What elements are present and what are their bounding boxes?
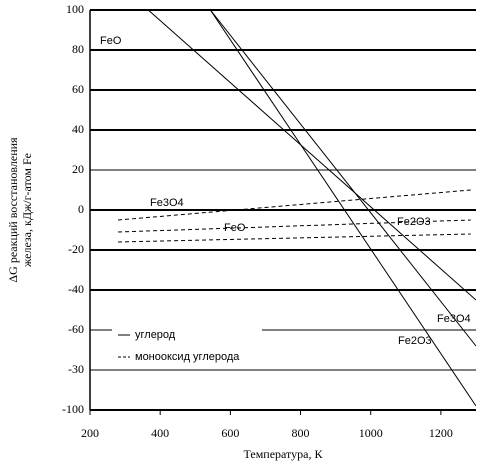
- y-tick-label: -60: [68, 322, 84, 336]
- series-label: FeO: [100, 35, 122, 47]
- y-axis-label: ΔG реакций восстановления: [6, 137, 20, 283]
- series-label: Fe2O3: [397, 216, 431, 228]
- series-label: Fe3O4: [150, 197, 184, 209]
- y-tick-label: 100: [66, 2, 84, 16]
- y-tick-label: 40: [72, 122, 84, 136]
- y-tick-label: -20: [68, 242, 84, 256]
- series-label: Fe2O3: [398, 335, 432, 347]
- y-axis-label: железа, кДж/г-атом Fe: [20, 153, 34, 268]
- y-tick-label: 20: [72, 162, 84, 176]
- x-tick-label: 1000: [359, 426, 383, 440]
- series-line: [209, 10, 476, 347]
- y-tick-label: 80: [72, 42, 84, 56]
- series-line: [118, 233, 471, 243]
- series-line: [147, 10, 476, 301]
- x-tick-label: 200: [81, 426, 99, 440]
- x-tick-label: 400: [151, 426, 169, 440]
- x-tick-label: 800: [292, 426, 310, 440]
- y-tick-label: -30: [68, 362, 84, 376]
- series-line: [209, 10, 476, 407]
- series-line: [118, 189, 471, 221]
- series-line: [118, 219, 471, 233]
- legend-bg: [112, 349, 262, 365]
- series-label: FeO: [224, 222, 246, 234]
- x-tick-label: 600: [221, 426, 239, 440]
- y-tick-label: -100: [62, 402, 84, 416]
- legend-label: углерод: [135, 329, 176, 341]
- legend-label: монооксид углерода: [135, 351, 240, 363]
- x-axis-label: Температура, К: [244, 447, 324, 461]
- series-label: Fe3O4: [437, 313, 471, 325]
- y-tick-label: 60: [72, 82, 84, 96]
- y-tick-label: 0: [78, 202, 84, 216]
- x-tick-label: 1200: [429, 426, 453, 440]
- y-tick-label: -40: [68, 282, 84, 296]
- legend-bg: [112, 327, 262, 343]
